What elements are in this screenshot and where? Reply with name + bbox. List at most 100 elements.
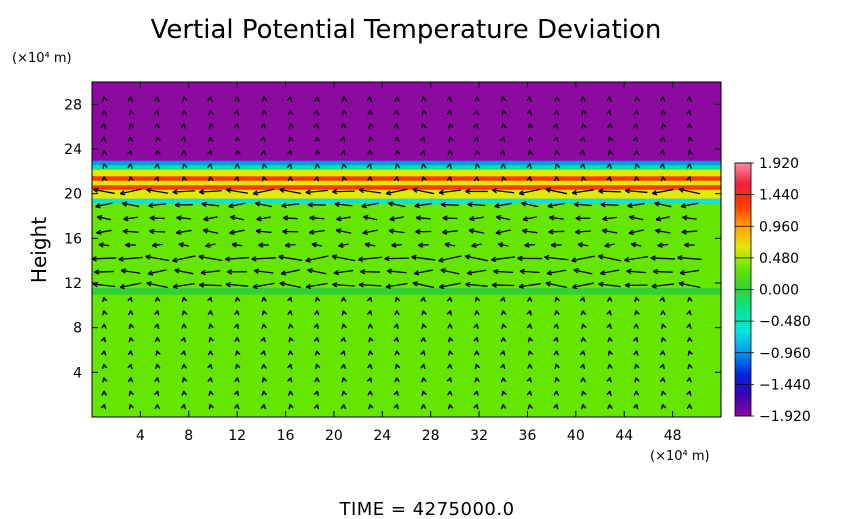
wind-arrow-429 [500,163,506,169]
wind-arrow-189 [234,296,241,303]
wind-arrow-527 [660,109,667,116]
wind-arrow-464 [208,136,214,142]
wind-arrow-132 [553,336,559,343]
wind-arrow-263 [357,256,383,262]
wind-arrow-337 [496,214,511,221]
wind-arrow-437 [101,150,108,156]
wind-arrow-398 [287,176,294,182]
wind-arrow-143 [233,323,240,329]
y-tick-label-2: 12 [64,276,82,292]
wind-arrow-324 [149,215,165,221]
wind-arrow-541 [421,96,427,102]
wind-arrow-265 [411,254,436,261]
wind-arrow-13 [447,403,454,410]
wind-arrow-499 [527,123,534,129]
wind-arrow-103 [394,350,400,356]
wind-arrow-135 [632,336,639,343]
wind-arrow-256 [172,255,196,263]
wind-arrow-304 [229,229,245,235]
wind-arrow-428 [474,163,481,169]
wind-arrow-293 [550,242,562,248]
wind-arrow-390 [678,187,701,195]
wind-arrow-7 [288,403,294,410]
wind-arrow-370 [146,187,169,194]
wind-arrow-259 [251,256,276,262]
wind-arrow-167 [261,310,268,316]
chart-title: Vertial Potential Temperature Deviation [151,15,662,45]
wind-arrow-406 [501,176,507,182]
wind-arrow-4 [208,403,214,410]
wind-arrow-222 [491,282,515,288]
wind-arrow-325 [176,215,192,221]
wind-arrow-518 [421,109,428,116]
wind-arrow-94 [155,350,161,356]
wind-arrow-43 [633,390,640,396]
wind-arrow-202 [579,296,586,303]
wind-arrow-364 [600,201,619,208]
wind-arrow-333 [389,216,404,222]
wind-arrow-540 [394,96,400,102]
wind-arrow-100 [314,350,321,356]
wind-arrow-73 [207,363,213,370]
wind-arrow-354 [334,201,353,208]
wind-arrow-296 [630,242,642,248]
y-axis-label: Height [27,217,51,283]
wind-arrow-172 [394,310,400,316]
wind-arrow-23 [101,390,107,396]
field-band-3 [92,198,721,204]
wind-arrow-417 [182,163,188,169]
wind-arrow-254 [118,256,143,262]
wind-arrow-407 [526,176,532,182]
wind-arrow-372 [199,189,222,195]
wind-arrow-282 [258,242,270,248]
wind-arrow-500 [552,123,559,129]
wind-arrow-380 [412,187,435,195]
wind-arrow-31 [313,390,319,396]
wind-arrow-17 [553,403,559,410]
wind-arrow-66 [634,377,640,383]
wind-arrow-250 [626,268,647,275]
wind-arrow-52 [261,377,268,383]
wind-arrow-378 [358,187,382,194]
wind-arrow-504 [661,123,667,129]
wind-arrow-345 [95,202,113,209]
wind-arrow-152 [473,323,479,329]
wind-arrow-57 [394,377,400,383]
wind-arrow-393 [153,176,160,182]
wind-arrow-487 [208,123,215,129]
wind-arrow-199 [500,296,506,303]
wind-arrow-408 [553,176,560,182]
wind-arrow-382 [465,188,488,195]
colorbar-label-1: 1.440 [759,188,799,204]
wind-arrow-102 [367,350,374,356]
wind-arrow-71 [155,363,161,370]
wind-arrow-243 [440,268,460,275]
wind-vectors [92,96,702,410]
wind-arrow-232 [147,269,167,276]
wind-arrow-517 [393,109,399,116]
wind-arrow-12 [420,404,427,410]
wind-arrow-213 [252,282,275,290]
wind-arrow-225 [572,282,594,290]
wind-arrow-472 [419,136,426,143]
wind-arrow-496 [448,123,454,129]
wind-arrow-391 [101,176,108,182]
wind-arrow-533 [207,96,213,102]
y-unit-label: (×10⁴ m) [12,51,72,66]
wind-arrow-24 [128,390,135,396]
wind-arrow-336 [469,215,484,222]
wind-arrow-130 [500,337,507,343]
wind-arrow-125 [368,336,374,343]
wind-arrow-375 [279,187,302,195]
field-band-5 [92,184,721,190]
wind-arrow-32 [341,390,347,396]
field-band-7 [92,175,721,181]
wind-arrow-450 [447,150,453,156]
wind-arrow-488 [233,123,240,129]
time-annotation: TIME = 4275000.0 [338,499,514,519]
wind-arrow-385 [545,187,568,195]
wind-arrow-392 [128,176,134,182]
wind-arrow-509 [181,109,188,116]
wind-arrow-477 [553,136,559,143]
